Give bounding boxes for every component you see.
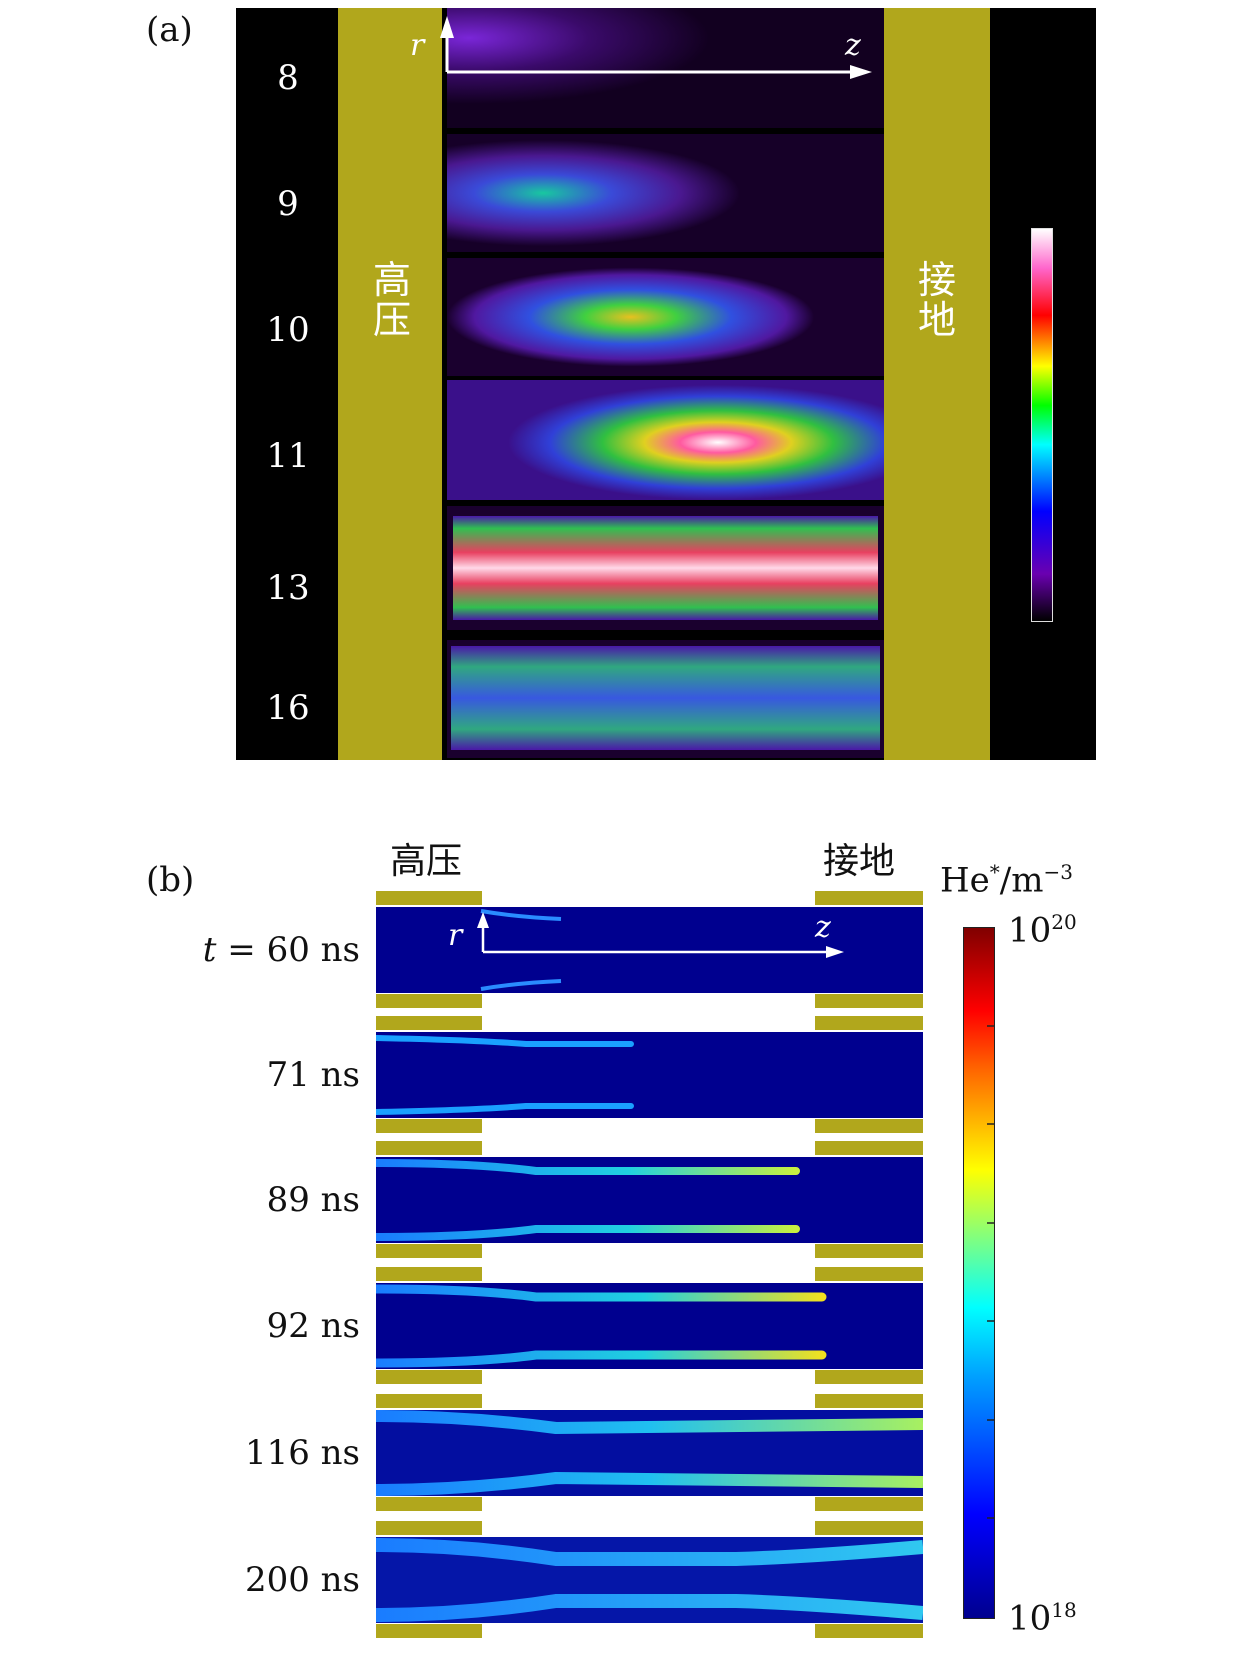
panel-a-axis-r: r — [410, 28, 425, 63]
panel-a-frame-13 — [447, 506, 884, 630]
panel-b-electrode-strip — [815, 1370, 923, 1384]
panel-b-axes — [477, 912, 844, 958]
panel-b-row-label: 200 ns — [244, 1560, 360, 1600]
panel-a-ground-electrode — [884, 8, 990, 760]
panel-b-row-label: 116 ns — [244, 1433, 360, 1473]
panel-b-frame-200ns — [376, 1537, 923, 1623]
panel-b-electrode-strip — [815, 1016, 923, 1030]
panel-a-time-label: 10 — [266, 310, 310, 350]
panel-b-electrode-strip — [815, 1497, 923, 1511]
panel-a-ground-label: 接地 — [917, 258, 956, 342]
panel-b-electrode-strip — [376, 1016, 482, 1030]
panel-b-electrode-strip — [376, 1141, 482, 1155]
panel-b-electrode-strip — [376, 1370, 482, 1384]
panel-a-frame-11 — [447, 380, 884, 500]
panel-b-electrode-strip — [815, 994, 923, 1008]
panel-b-row-label: t = 60 ns — [202, 930, 360, 970]
panel-b-colorbar — [963, 927, 995, 1619]
panel-b-electrode-strip — [376, 994, 482, 1008]
panel-b-electrode-strip — [376, 1267, 482, 1281]
panel-a-axis-z: z — [845, 28, 861, 63]
panel-a-time-label: 11 — [266, 436, 310, 476]
panel-b-electrode-strip — [815, 1267, 923, 1281]
panel-a-frame-10 — [447, 258, 884, 376]
panel-b-row-label: 89 ns — [266, 1180, 360, 1220]
panel-b-electrode-strip — [376, 1244, 482, 1258]
panel-b-electrode-strip — [815, 1141, 923, 1155]
panel-a-time-label: 13 — [266, 568, 310, 608]
panel-a-frame-9 — [447, 134, 884, 252]
panel-a-time-label: 16 — [266, 688, 310, 728]
panel-a-frame-16 — [447, 640, 884, 758]
panel-b-row-label: 92 ns — [266, 1306, 360, 1346]
panel-b-colorbar-max: 1020 — [1008, 910, 1077, 951]
panel-b-ground-label: 接地 — [823, 841, 896, 882]
panel-b-frame-71ns — [376, 1032, 923, 1118]
panel-b-axis-r: r — [448, 918, 463, 953]
panel-b-colorbar-min: 1018 — [1008, 1598, 1077, 1639]
panel-b-row-label: 71 ns — [266, 1055, 360, 1095]
panel-b-electrode-strip — [376, 1624, 482, 1638]
panel-b-electrode-strip — [815, 891, 923, 905]
panel-b-electrode-strip — [376, 891, 482, 905]
panel-a-high-voltage-electrode — [338, 8, 442, 760]
panel-b-frame-89ns — [376, 1157, 923, 1243]
panel-b-colorbar-ticks — [987, 1025, 995, 1519]
panel-b-electrode-strip — [815, 1394, 923, 1408]
panel-a-time-label: 9 — [277, 184, 299, 224]
panel-b-electrode-strip — [815, 1244, 923, 1258]
panel-b-electrode-strip — [815, 1521, 923, 1535]
panel-b-electrode-strip — [376, 1521, 482, 1535]
panel-b-electrode-strip — [815, 1119, 923, 1133]
panel-b-electrode-strip — [376, 1394, 482, 1408]
panel-b-electrode-strip — [376, 1497, 482, 1511]
panel-a-time-label: 8 — [277, 58, 299, 98]
panel-b-frame-92ns — [376, 1283, 923, 1369]
panel-a-label: (a) — [146, 10, 193, 50]
panel-b-axis-z: z — [815, 910, 831, 945]
panel-b-high-voltage-label: 高压 — [390, 841, 463, 882]
panel-b-colorbar-title: He*/m−3 — [940, 860, 1073, 901]
panel-a-colorbar — [1031, 228, 1053, 622]
panel-b-label: (b) — [146, 860, 195, 900]
panel-b-electrode-strip — [815, 1624, 923, 1638]
panel-a-high-voltage-label: 高压 — [372, 258, 411, 342]
panel-a-axes — [440, 16, 872, 79]
panel-b-frame-116ns — [376, 1410, 923, 1496]
panel-b-electrode-strip — [376, 1119, 482, 1133]
panel-a-frame-8 — [447, 8, 884, 128]
